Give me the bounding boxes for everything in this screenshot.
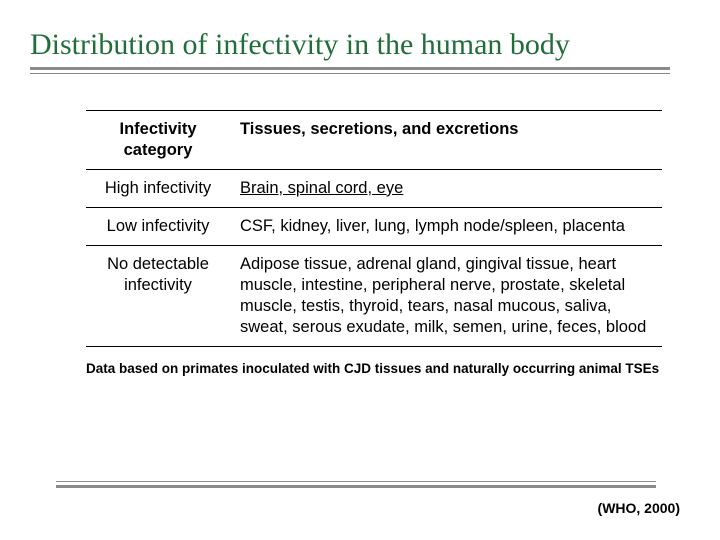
title-block: Distribution of infectivity in the human… bbox=[30, 28, 690, 74]
col-header-tissues: Tissues, secretions, and excretions bbox=[236, 110, 662, 169]
infectivity-table: Infectivity category Tissues, secretions… bbox=[86, 110, 662, 348]
col-header-category: Infectivity category bbox=[86, 110, 236, 169]
table-row: Low infectivity CSF, kidney, liver, lung… bbox=[86, 207, 662, 245]
tissues-text: Brain, spinal cord, eye bbox=[240, 179, 403, 197]
cell-tissues: Adipose tissue, adrenal gland, gingival … bbox=[236, 245, 662, 346]
cell-category: Low infectivity bbox=[86, 207, 236, 245]
slide: Distribution of infectivity in the human… bbox=[0, 0, 720, 540]
table-row: No detectable infectivity Adipose tissue… bbox=[86, 245, 662, 346]
title-rule-thin bbox=[30, 73, 670, 74]
table-row: High infectivity Brain, spinal cord, eye bbox=[86, 169, 662, 207]
citation: (WHO, 2000) bbox=[598, 500, 680, 516]
footnote: Data based on primates inoculated with C… bbox=[86, 361, 690, 376]
title-rule-thick bbox=[30, 67, 670, 70]
cell-category: High infectivity bbox=[86, 169, 236, 207]
cell-tissues: Brain, spinal cord, eye bbox=[236, 169, 662, 207]
table-header-row: Infectivity category Tissues, secretions… bbox=[86, 110, 662, 169]
slide-title: Distribution of infectivity in the human… bbox=[30, 28, 690, 63]
cell-tissues: CSF, kidney, liver, lung, lymph node/spl… bbox=[236, 207, 662, 245]
cell-category: No detectable infectivity bbox=[86, 245, 236, 346]
footer-rule-thick bbox=[56, 485, 656, 488]
footer-rule-thin bbox=[56, 481, 656, 482]
